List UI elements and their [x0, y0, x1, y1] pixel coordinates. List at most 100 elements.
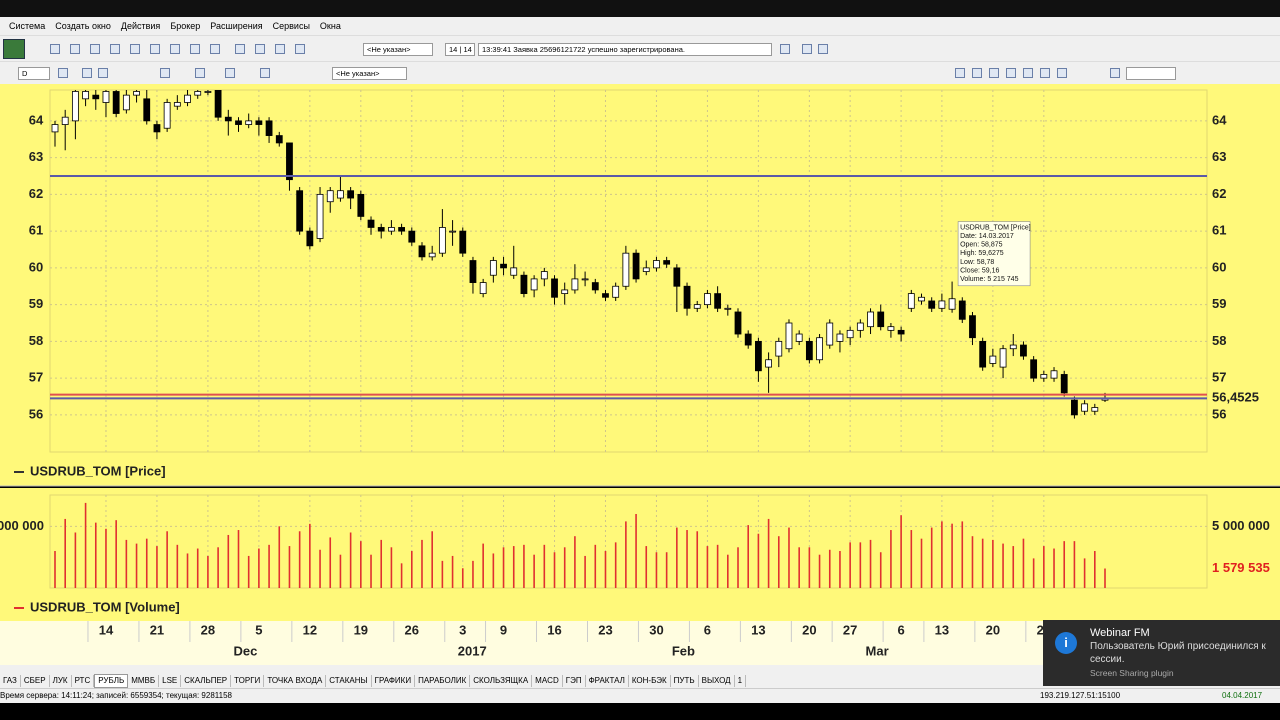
tool-icon[interactable] — [210, 44, 220, 54]
menu-item[interactable]: Система — [9, 21, 46, 31]
tool-icon[interactable] — [225, 68, 235, 78]
candle-body — [163, 102, 171, 129]
menu-item[interactable]: Брокер — [170, 21, 201, 31]
bottom-bar — [0, 703, 1280, 720]
tool-icon[interactable] — [818, 44, 828, 54]
tab[interactable]: СБЕР — [21, 674, 50, 687]
tab[interactable]: ПУТЬ — [671, 674, 699, 687]
tab[interactable]: ГРАФИКИ — [372, 674, 416, 687]
tab[interactable]: ПАРАБОЛИК — [415, 674, 471, 687]
candle-body — [377, 227, 385, 232]
menu-item[interactable]: Создать окно — [55, 21, 111, 31]
volume-bar — [706, 546, 709, 588]
tab[interactable]: 1 — [735, 674, 747, 687]
tool-icon[interactable] — [58, 68, 68, 78]
tool-icon[interactable] — [780, 44, 790, 54]
tool-icon[interactable] — [82, 68, 92, 78]
tool-icon[interactable] — [1057, 68, 1067, 78]
tool-icon[interactable] — [190, 44, 200, 54]
tab[interactable]: СКОЛЬЗЯЩКА — [470, 674, 533, 687]
candle-body — [133, 91, 140, 96]
volume-bar — [186, 553, 189, 588]
tool-icon[interactable] — [1006, 68, 1016, 78]
volume-bar — [543, 544, 546, 588]
tab[interactable]: РТС — [72, 674, 95, 687]
tab[interactable]: ФРАКТАЛ — [586, 674, 629, 687]
tab[interactable]: СКАЛЬПЕР — [181, 674, 232, 687]
y-tick-label: 59 — [29, 296, 43, 311]
candle-body — [877, 311, 885, 328]
instrument-select[interactable]: <Не указан> — [332, 67, 407, 80]
tab[interactable]: LSE — [159, 674, 182, 687]
candle-body — [714, 293, 722, 309]
tool-icon[interactable] — [130, 44, 140, 54]
volume-bar — [951, 523, 953, 588]
candle-body — [907, 293, 915, 309]
tab[interactable]: ММВБ — [128, 674, 160, 687]
volume-bar — [920, 538, 923, 588]
menu-item[interactable]: Окна — [319, 21, 341, 31]
tool-icon[interactable] — [255, 44, 265, 54]
tool-icon[interactable] — [1023, 68, 1033, 78]
candle-body — [561, 289, 569, 295]
candle-body — [897, 329, 905, 335]
instrument-select[interactable]: <Не указан> — [363, 43, 433, 56]
candle-body — [724, 307, 732, 310]
x-tick-label: 20 — [986, 622, 1000, 637]
tab[interactable]: КОН-БЭК — [629, 674, 671, 687]
candle-body — [500, 263, 507, 269]
search-icon[interactable] — [1110, 68, 1120, 78]
tab[interactable]: ТОЧКА ВХОДА — [264, 674, 327, 687]
notification-title: Webinar FM — [1090, 627, 1150, 639]
x-tick-label: 28 — [201, 622, 215, 637]
tab[interactable]: ГЭП — [563, 674, 586, 687]
tool-icon[interactable] — [150, 44, 160, 54]
volume-bar — [584, 555, 586, 588]
tool-icon[interactable] — [955, 68, 965, 78]
counter: 14 | 14 — [445, 43, 475, 56]
tool-icon[interactable] — [70, 44, 80, 54]
tool-icon[interactable] — [295, 44, 305, 54]
tool-icon[interactable] — [235, 44, 245, 54]
menu-item[interactable]: Действия — [120, 21, 161, 31]
tool-icon[interactable] — [98, 68, 108, 78]
candle-body — [275, 135, 283, 144]
tool-icon[interactable] — [972, 68, 982, 78]
volume-bar — [207, 555, 209, 588]
candle-body — [867, 311, 874, 328]
tab[interactable]: РУБЛЬ — [94, 673, 129, 688]
menu-item[interactable]: Сервисы — [272, 21, 310, 31]
tool-icon[interactable] — [160, 68, 170, 78]
search-box[interactable] — [1126, 67, 1176, 80]
tab[interactable]: ВЫХОД — [699, 674, 735, 687]
axes: 5656575758585959606061616262636364645 00… — [0, 112, 1270, 658]
tab[interactable]: ТОРГИ — [231, 674, 265, 687]
volume-bar — [176, 544, 179, 588]
tool-icon[interactable] — [1040, 68, 1050, 78]
y-tick-label-right: 59 — [1212, 296, 1226, 311]
volume-bar — [747, 525, 750, 588]
menu-item[interactable]: Расширения — [210, 21, 263, 31]
x-tick-label: 20 — [802, 622, 816, 637]
volume-bar — [777, 536, 780, 588]
tool-icon[interactable] — [260, 68, 270, 78]
tool-icon[interactable] — [90, 44, 100, 54]
tool-icon[interactable] — [110, 44, 120, 54]
app-icon[interactable] — [3, 39, 25, 59]
tool-icon[interactable] — [195, 68, 205, 78]
status-bar: Время сервера: 14:11:24; записей: 655935… — [0, 688, 1280, 703]
volume-bar — [1073, 541, 1076, 588]
tab[interactable]: ГАЗ — [0, 674, 21, 687]
tool-icon[interactable] — [170, 44, 180, 54]
tab[interactable]: ЛУК — [50, 674, 72, 687]
tool-icon[interactable] — [50, 44, 60, 54]
notification[interactable]: i Webinar FM Пользователь Юрий присоедин… — [1043, 620, 1280, 686]
interval-select[interactable]: D — [18, 67, 50, 80]
tool-icon[interactable] — [275, 44, 285, 54]
tool-icon[interactable] — [802, 44, 812, 54]
tab[interactable]: СТАКАНЫ — [326, 674, 372, 687]
volume-bar — [686, 530, 688, 588]
tab[interactable]: MACD — [532, 674, 563, 687]
tool-icon[interactable] — [989, 68, 999, 78]
candle-body — [754, 340, 762, 372]
